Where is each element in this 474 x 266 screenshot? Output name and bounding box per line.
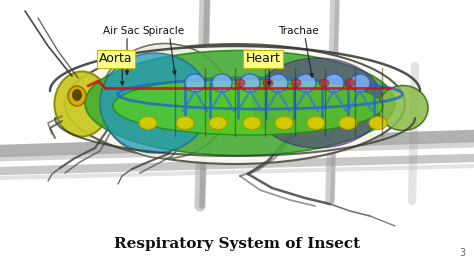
- Ellipse shape: [291, 79, 301, 87]
- Ellipse shape: [319, 79, 329, 87]
- Text: Heart: Heart: [246, 52, 281, 65]
- Ellipse shape: [369, 117, 387, 130]
- Ellipse shape: [243, 117, 261, 130]
- Ellipse shape: [296, 74, 316, 92]
- Ellipse shape: [209, 117, 227, 130]
- Ellipse shape: [65, 44, 405, 164]
- Text: Trachae: Trachae: [278, 26, 319, 36]
- Ellipse shape: [253, 58, 383, 148]
- Ellipse shape: [263, 79, 273, 87]
- Ellipse shape: [85, 51, 395, 156]
- Text: Air Sac: Air Sac: [102, 26, 139, 36]
- Ellipse shape: [240, 74, 260, 92]
- Ellipse shape: [113, 77, 383, 135]
- Ellipse shape: [176, 117, 194, 130]
- Ellipse shape: [139, 117, 157, 130]
- Text: Respiratory System of Insect: Respiratory System of Insect: [114, 237, 360, 251]
- Ellipse shape: [68, 86, 86, 106]
- Ellipse shape: [212, 74, 232, 92]
- Ellipse shape: [100, 53, 210, 153]
- Ellipse shape: [235, 79, 245, 87]
- Ellipse shape: [345, 79, 355, 87]
- Ellipse shape: [185, 74, 205, 92]
- Ellipse shape: [350, 74, 370, 92]
- Ellipse shape: [100, 44, 230, 159]
- Text: Spiracle: Spiracle: [143, 26, 184, 36]
- Ellipse shape: [72, 89, 82, 101]
- Text: Aorta: Aorta: [100, 52, 133, 65]
- Ellipse shape: [55, 72, 109, 136]
- Text: 3: 3: [459, 248, 465, 258]
- Ellipse shape: [268, 74, 288, 92]
- Ellipse shape: [324, 74, 344, 92]
- Ellipse shape: [307, 117, 325, 130]
- Ellipse shape: [275, 117, 293, 130]
- Ellipse shape: [339, 117, 357, 130]
- Ellipse shape: [378, 85, 428, 131]
